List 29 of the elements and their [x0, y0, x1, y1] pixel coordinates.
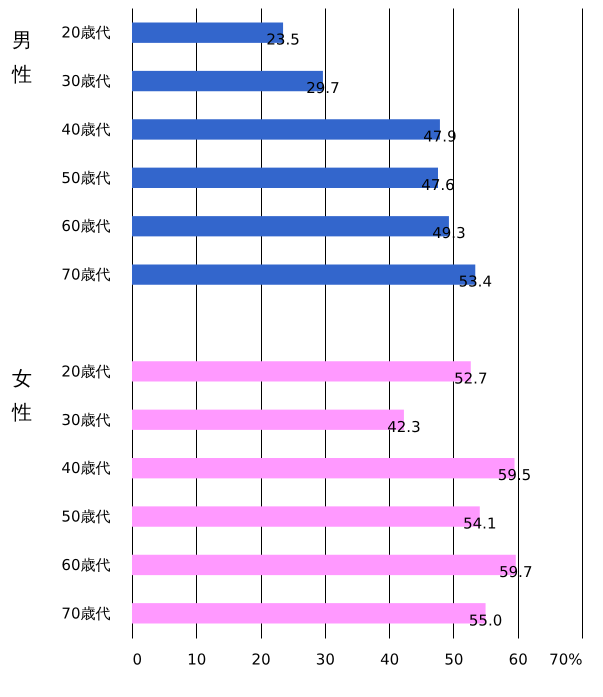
y-tick-label: 60歳代	[61, 217, 110, 236]
y-tick-label: 30歳代	[61, 410, 110, 429]
y-tick-label: 60歳代	[61, 556, 110, 574]
text: 女性	[12, 365, 33, 426]
x-tick-label: 30	[316, 650, 335, 668]
data-label: 54.1	[463, 514, 496, 533]
y-tick-label: 30歳代	[61, 72, 110, 90]
x-tick-label: 40	[380, 650, 400, 668]
data-label: 42.3	[387, 418, 421, 436]
data-label: 47.6	[421, 176, 455, 194]
y-tick-label: 50歳代	[61, 508, 110, 526]
y-tick-label: 70歳代	[61, 604, 110, 622]
data-label: 52.7	[454, 369, 488, 388]
y-tick-label: 70歳代	[61, 266, 110, 284]
x-tick-label: 70%	[549, 650, 582, 668]
x-tick-label: 10	[187, 650, 206, 668]
text: 男性	[12, 26, 33, 88]
y-tick-label: 40歳代	[61, 120, 110, 138]
x-tick-label: 0	[132, 650, 142, 668]
y-tick-label: 40歳代	[61, 459, 110, 478]
data-label: 23.5	[266, 30, 300, 49]
x-tick-label: 20	[252, 650, 271, 668]
x-tick-label: 60	[508, 650, 528, 668]
data-label: 55.0	[468, 611, 502, 630]
y-tick-label: 50歳代	[61, 168, 110, 187]
data-label: 53.4	[458, 272, 492, 291]
y-tick-label: 20歳代	[61, 24, 110, 42]
x-tick-label: 50	[444, 650, 464, 668]
y-tick-label: 20歳代	[61, 362, 110, 380]
